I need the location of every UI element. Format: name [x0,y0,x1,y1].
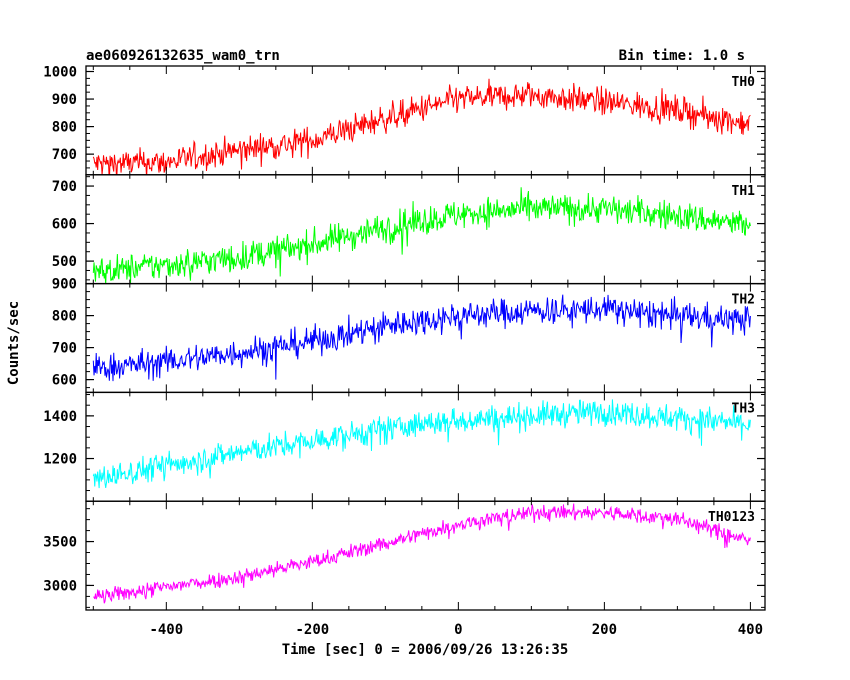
panel-th2: 600 700 800 900 TH2 [52,277,766,394]
y-axis-title: Counts/sec [6,301,22,385]
series-line-th0 [92,78,751,175]
y-tick-label: 700 [52,179,77,195]
y-tick-label: 700 [52,147,77,163]
panel-th0: 700 800 900 1000 TH0 [43,65,766,176]
y-tick-label: 3500 [43,535,77,551]
y-tick-label: 800 [52,120,77,136]
panels-group: 700 800 900 1000 TH0 500 600 700 TH1 600 700 800 900… [43,65,766,611]
y-tick-label: 1400 [43,409,77,425]
panel-th0123: 3000 3500 TH0123 [43,500,766,611]
x-tick-label: 200 [592,622,617,638]
series-label: TH0 [732,75,756,90]
series-line-th0123 [93,503,751,604]
y-tick-label: 1200 [43,452,77,468]
x-tick-label: -200 [295,622,329,638]
panel-frame [85,174,766,285]
x-tick-label: 400 [738,622,763,638]
y-tick-label: 600 [52,373,77,389]
x-axis: -400 -200 0 200 400 [149,622,763,638]
panel-th1: 500 600 700 TH1 [52,174,766,285]
y-tick-label: 3000 [43,578,77,594]
panel-th3: 1200 1400 TH3 [43,391,766,502]
x-tick-label: 0 [454,622,462,638]
bin-time-label: Bin time: 1.0 s [619,48,745,64]
series-line-th1 [92,187,751,284]
series-line-th3 [92,399,751,489]
series-label: TH2 [732,293,755,308]
panel-frame [85,391,766,502]
y-tick-label: 600 [52,217,77,233]
y-tick-label: 500 [52,254,77,270]
series-label: TH1 [732,184,756,199]
series-label: TH0123 [708,510,755,525]
panel-frame [85,282,766,394]
series-line-th2 [92,294,751,382]
y-tick-label: 800 [52,309,77,325]
chart-title: ae060926132635_wam0_trn [86,48,280,64]
y-tick-label: 900 [52,92,77,108]
series-label: TH3 [732,401,755,416]
x-axis-title: Time [sec] 0 = 2006/09/26 13:26:35 [282,642,569,658]
y-tick-label: 900 [52,277,77,293]
y-tick-label: 700 [52,341,77,357]
x-tick-label: -400 [149,622,183,638]
y-tick-label: 1000 [43,65,77,81]
panel-frame [85,500,766,611]
